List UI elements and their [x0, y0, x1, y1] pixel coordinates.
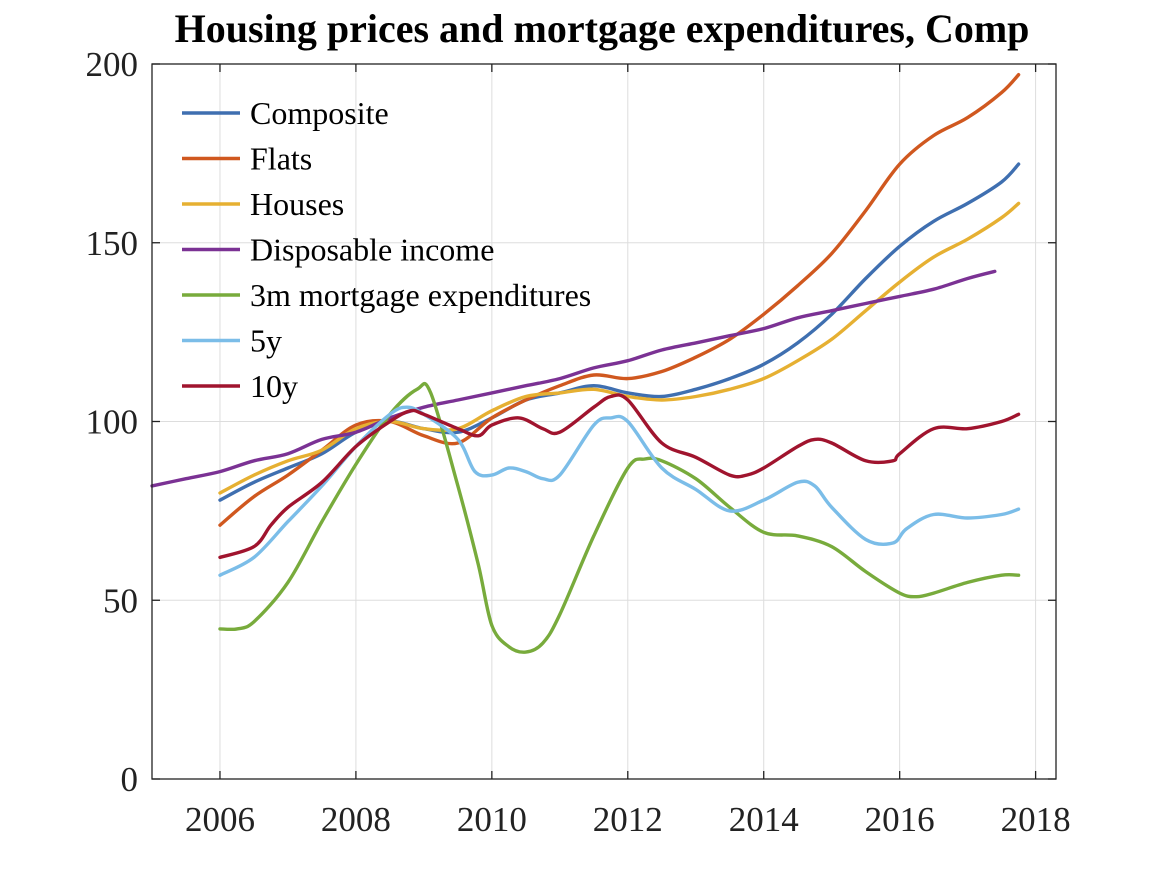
- series-lines: [150, 73, 1021, 654]
- y-tick-label: 50: [103, 581, 138, 620]
- legend-label-flats: Flats: [250, 141, 312, 177]
- series-line-disposable-income: [150, 269, 997, 488]
- series-line-10y: [218, 393, 1021, 560]
- axis-ticks: 2006 2008 2010 2012 2014 2016 2018 0 50 100 150 200: [86, 45, 1071, 839]
- x-tick-label: 2010: [457, 800, 527, 839]
- x-tick-label: 2012: [593, 800, 663, 839]
- legend-label-10y: 10y: [250, 368, 298, 404]
- legend-label-composite: Composite: [250, 95, 389, 131]
- chart-title: Housing prices and mortgage expenditures…: [175, 6, 1030, 51]
- series-line-3m-mortgage-expenditures: [218, 382, 1021, 654]
- y-tick-label: 200: [86, 45, 139, 84]
- x-tick-label: 2006: [185, 800, 255, 839]
- series-line-houses: [218, 201, 1021, 495]
- legend-label-3m-mortgage-expenditures: 3m mortgage expenditures: [250, 277, 591, 313]
- x-tick-label: 2008: [321, 800, 391, 839]
- x-tick-label: 2016: [865, 800, 935, 839]
- legend: Composite Flats Houses Disposable income 3m …: [182, 95, 591, 404]
- legend-label-houses: Houses: [250, 186, 344, 222]
- y-tick-label: 150: [86, 224, 139, 263]
- legend-label-5y: 5y: [250, 323, 282, 359]
- x-tick-label: 2014: [729, 800, 799, 839]
- legend-label-disposable-income: Disposable income: [250, 232, 494, 268]
- series-line-flats: [218, 73, 1021, 527]
- y-tick-label: 100: [86, 403, 139, 442]
- x-tick-label: 2018: [1001, 800, 1071, 839]
- y-tick-label: 0: [121, 760, 139, 799]
- series-line-5y: [218, 405, 1021, 577]
